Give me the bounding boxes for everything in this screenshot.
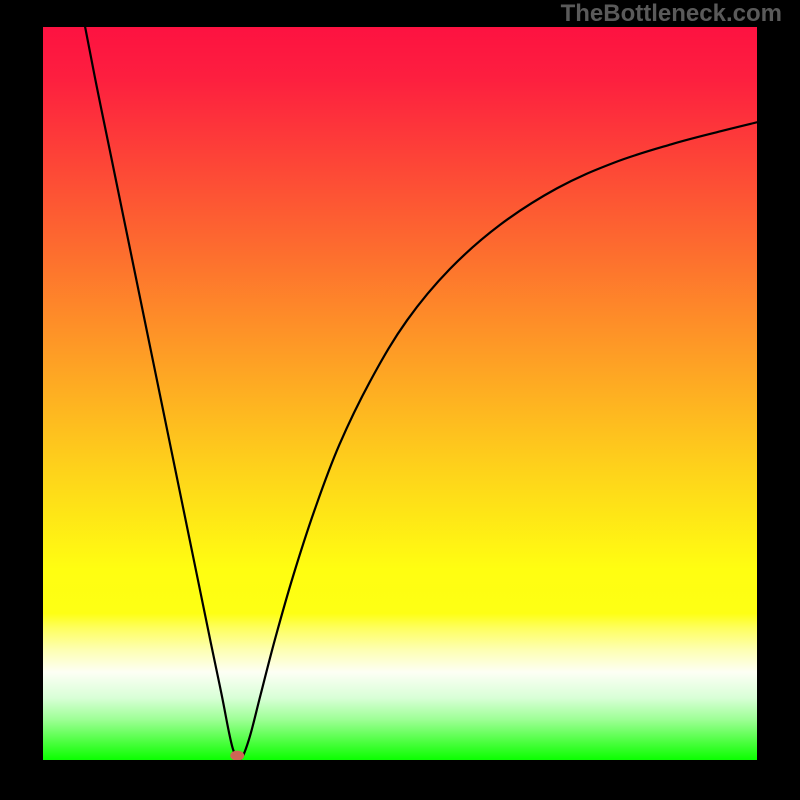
plot-background: [43, 27, 757, 760]
chart-canvas: [0, 0, 800, 800]
watermark-text: TheBottleneck.com: [561, 0, 782, 28]
min-point-marker: [230, 751, 244, 761]
